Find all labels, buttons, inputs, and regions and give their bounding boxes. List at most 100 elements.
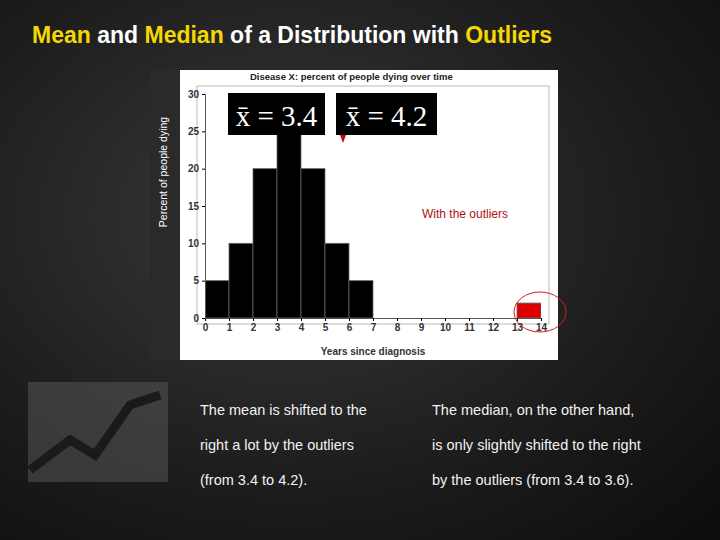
x-tick-mark (397, 318, 398, 321)
x-tick: 7 (371, 318, 377, 333)
x-tick-mark (253, 318, 254, 321)
x-tick: 12 (488, 318, 500, 333)
x-tick: 4 (299, 318, 305, 333)
space (138, 22, 144, 48)
x-tick-mark (517, 318, 518, 321)
y-tick-mark (202, 94, 205, 95)
y-tick-mark (202, 281, 205, 282)
x-tick-label: 2 (251, 322, 257, 333)
y-tick: 0 (193, 313, 205, 324)
y-tick-mark (202, 318, 205, 319)
title-part: of a Distribution with (230, 22, 459, 48)
bar (349, 281, 373, 318)
y-tick-label: 25 (188, 126, 200, 137)
y-tick-mark (202, 131, 205, 132)
x-tick-mark (373, 318, 374, 321)
y-tick-label: 20 (188, 163, 200, 174)
x-tick-label: 0 (203, 322, 209, 333)
y-tick-label: 10 (188, 238, 200, 249)
decor-icon (28, 382, 168, 482)
x-tick: 3 (275, 318, 281, 333)
bar (493, 318, 517, 319)
x-axis: 01234567891011121314 (203, 318, 548, 333)
slide-title: Mean and Median of a Distribution with O… (32, 22, 552, 49)
x-tick: 13 (512, 318, 524, 333)
x-tick-label: 13 (512, 322, 524, 333)
title-part: Outliers (465, 22, 552, 48)
decor-box (28, 382, 168, 482)
note-line: by the outliers (from 3.4 to 3.6). (432, 472, 633, 488)
y-axis: 0 5 10 15 20 25 30 (188, 89, 206, 324)
x-tick-mark (349, 318, 350, 321)
space (224, 22, 230, 48)
decor-line (30, 395, 160, 470)
x-tick-label: 9 (419, 322, 425, 333)
x-tick-label: 5 (323, 322, 329, 333)
y-tick: 15 (188, 201, 205, 212)
x-tick: 1 (227, 318, 233, 333)
x-tick: 8 (395, 318, 401, 333)
x-tick-label: 11 (464, 322, 475, 333)
note-line: is only slightly shifted to the right (432, 437, 641, 453)
chart-title: Disease X: percent of people dying over … (250, 71, 453, 82)
x-tick: 2 (251, 318, 257, 333)
x-tick-mark (541, 318, 542, 321)
x-axis-line (206, 319, 542, 322)
y-tick-mark (202, 206, 205, 207)
x-tick-mark (301, 318, 302, 321)
outlier-annotation: With the outliers (422, 207, 508, 221)
y-tick-mark (202, 243, 205, 244)
annotation-box (336, 93, 437, 135)
y-axis-line (202, 95, 206, 319)
mean-annotation: x̄ = 4.2 (346, 100, 428, 132)
x-tick-label: 1 (227, 322, 233, 333)
note-line: (from 3.4 to 4.2). (200, 472, 307, 488)
space (459, 22, 465, 48)
bars (205, 94, 541, 318)
x-tick-label: 8 (395, 322, 401, 333)
x-tick: 11 (464, 318, 475, 333)
x-tick: 0 (203, 318, 209, 333)
x-tick-label: 3 (275, 322, 281, 333)
x-tick-label: 7 (371, 322, 377, 333)
outlier-ellipse (514, 292, 566, 332)
y-tick: 30 (188, 89, 205, 100)
x-tick-label: 12 (488, 322, 500, 333)
title-part: and (97, 22, 138, 48)
bar (301, 169, 325, 318)
y-tick-label: 0 (193, 313, 199, 324)
bar (421, 318, 445, 319)
note-line: The mean is shifted to the (200, 402, 367, 418)
arrow (340, 135, 346, 143)
bar (469, 318, 493, 319)
x-tick-mark (469, 318, 470, 321)
bar (517, 303, 541, 318)
x-label: Years since diagnosis (321, 346, 426, 357)
x-tick-mark (445, 318, 446, 321)
chart-svg: Disease X: percent of people dying over … (0, 0, 720, 540)
y-label: Percent of people dying (157, 117, 169, 227)
x-tick: 9 (419, 318, 425, 333)
y-tick: 5 (193, 275, 205, 286)
bar (397, 318, 421, 319)
x-tick-mark (325, 318, 326, 321)
x-tick: 6 (347, 318, 353, 333)
annotation-box (228, 93, 325, 135)
chart-panel (180, 70, 558, 360)
y-tick: 25 (188, 126, 205, 137)
bar (325, 243, 349, 318)
y-tick-mark (202, 169, 205, 170)
y-tick: 20 (188, 163, 205, 174)
space (91, 22, 97, 48)
ylabel-strip (150, 70, 180, 360)
y-tick-label: 5 (193, 275, 199, 286)
title-part: Mean (32, 22, 91, 48)
bar (253, 169, 277, 318)
x-tick-mark (277, 318, 278, 321)
x-tick-label: 4 (299, 322, 305, 333)
bar (229, 243, 253, 318)
note-line: right a lot by the outliers (200, 437, 354, 453)
y-tick-label: 15 (188, 201, 200, 212)
x-tick-mark (229, 318, 230, 321)
note-line: The median, on the other hand, (432, 402, 634, 418)
